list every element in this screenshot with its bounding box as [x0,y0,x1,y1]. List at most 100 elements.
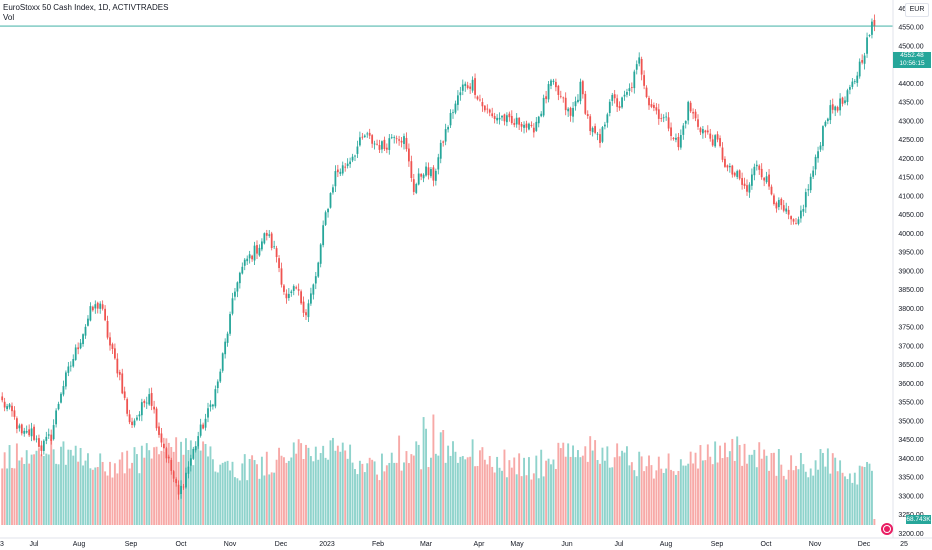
volume-bar [128,468,131,525]
volume-bar [684,465,687,525]
volume-bar [432,414,435,525]
volume-bar [812,475,815,525]
candle-body [616,98,619,107]
candle-body [192,448,195,459]
volume-bar [327,459,329,525]
volume-bar [341,442,344,525]
volume-bar [439,432,442,525]
volume-bar [545,460,548,525]
bar-countdown: 10:56:15 [899,60,925,67]
record-icon[interactable] [881,523,893,535]
volume-bar [94,467,97,525]
volume-bar [491,466,494,525]
volume-bar [866,461,868,525]
volume-bar [652,478,655,525]
volume-bar [589,436,592,525]
candle-body [214,389,217,407]
candle-body [148,394,151,405]
candle-body [305,312,307,316]
volume-bar [532,473,535,525]
volume-bar [246,480,249,525]
price-tick-label: 3450.00 [898,437,923,444]
volume-bar [412,455,415,525]
volume-bar [861,466,864,525]
currency-badge[interactable]: EUR [905,3,929,17]
candle-body [376,143,378,145]
volume-bar [505,477,508,525]
candle-body [118,372,121,375]
candle-body [630,87,633,88]
candle-body [158,426,160,435]
candle-body [736,171,739,177]
candle-body [140,402,143,416]
candle-body [388,138,391,150]
candle-body [839,98,841,111]
volume-bar [858,465,861,525]
volume-bar [726,457,729,525]
candle-body [581,81,584,95]
volume-bar [753,449,756,525]
volume-bar [682,465,685,525]
volume-bar [378,480,381,525]
volume-bar [116,473,119,525]
candle-body [648,97,650,106]
candle-body [295,287,298,289]
volume-bar [278,447,280,525]
candle-body [758,165,761,170]
candle-body [363,135,366,137]
candle-body [324,212,327,225]
volume-bar [346,458,349,525]
time-tick-label: Nov [224,541,237,548]
volume-bar [692,463,695,525]
candle-body [525,123,528,128]
volume-bar [574,457,577,525]
candle-body [28,429,31,436]
candle-body [116,358,119,374]
volume-bar [344,450,347,525]
volume-bar [741,465,744,525]
volume-bar [765,455,768,525]
candle-body [339,171,342,174]
candle-body [265,232,268,236]
volume-bar [8,445,11,525]
volume-bar [817,469,819,525]
candle-body [844,100,846,103]
candle-body [42,440,45,451]
time-tick-label: Dec [275,541,288,548]
volume-bar [50,439,53,525]
legend-symbol[interactable]: EuroStoxx 50 Cash Index, 1D, ACTIVTRADES [3,3,169,12]
volume-bar [295,453,298,525]
candle-body [317,262,320,277]
candle-body [711,139,714,146]
candle-body [170,459,173,471]
volume-bar [738,445,741,525]
candle-body [368,132,371,136]
volume-bar [319,453,322,525]
candle-body [675,137,677,140]
legend-volume-label[interactable]: Vol [3,13,15,22]
candle-body [481,102,484,107]
price-axis[interactable]: 3200.003250.003300.003350.003400.003450.… [898,6,923,538]
price-tick-label: 3400.00 [898,456,923,463]
candle-body [336,169,339,173]
price-tick-label: 3500.00 [898,418,923,425]
volume-bar [425,428,427,525]
volume-bar [60,446,62,525]
candle-body [204,418,207,428]
candle-body [540,113,543,117]
candle-body [604,124,606,127]
time-axis[interactable]: 3 Jul Aug Sep Oct Nov Dec 2023 Feb Mar Apr May Jun Ju… [0,541,908,548]
volume-bar [699,445,702,525]
candle-body [755,164,758,167]
volume-bar [618,456,621,525]
candle-body [415,184,418,193]
candle-body [182,486,185,488]
candle-body [165,448,168,459]
candle-body [8,404,11,408]
candle-body [738,170,741,179]
candle-body [623,94,626,97]
candle-body [574,101,577,107]
candle-body [437,157,440,170]
volume-bar [454,451,457,525]
